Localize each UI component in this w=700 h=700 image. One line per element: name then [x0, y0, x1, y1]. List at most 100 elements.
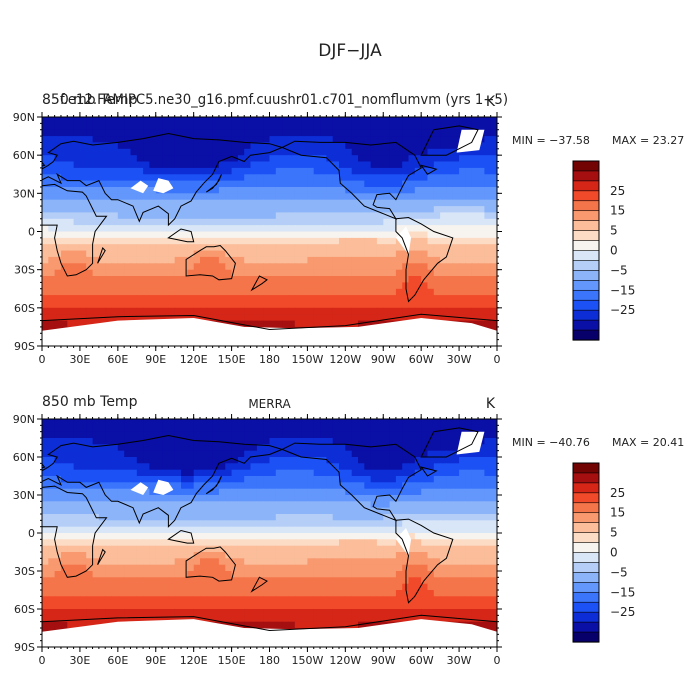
contour-cell — [313, 307, 321, 315]
contour-cell — [79, 301, 87, 309]
contour-cell — [370, 558, 378, 566]
contour-cell — [162, 129, 169, 137]
contour-cell — [61, 199, 68, 207]
contour-cell — [395, 577, 403, 585]
contour-cell — [459, 520, 466, 528]
contour-cell — [237, 488, 245, 496]
contour-cell — [395, 469, 403, 477]
contour-cell — [389, 425, 397, 433]
contour-cell — [370, 142, 378, 150]
contour-cell — [421, 552, 429, 559]
contour-cell — [389, 263, 397, 271]
contour-cell — [320, 295, 327, 303]
contour-cell — [111, 476, 119, 483]
contour-cell — [181, 117, 188, 124]
contour-cell — [212, 269, 220, 277]
contour-cell — [452, 463, 460, 471]
contour-cell — [143, 193, 150, 201]
contour-cell — [421, 450, 429, 458]
contour-cell — [471, 545, 479, 553]
contour-cell — [389, 269, 397, 277]
contour-cell — [484, 469, 492, 477]
contour-cell — [339, 526, 346, 534]
contour-cell — [478, 590, 485, 597]
contour-cell — [389, 463, 397, 471]
contour-cell — [294, 123, 302, 131]
contour-cell — [478, 564, 485, 572]
contour-cell — [446, 501, 454, 509]
contour-cell — [408, 501, 416, 509]
contour-cell — [414, 450, 422, 458]
contour-cell — [98, 142, 106, 150]
contour-cell — [67, 571, 75, 578]
contour-cell — [42, 488, 49, 496]
contour-cell — [48, 136, 56, 144]
contour-cell — [218, 469, 226, 477]
contour-cell — [490, 237, 497, 245]
contour-cell — [130, 444, 138, 452]
contour-cell — [263, 444, 271, 452]
contour-cell — [149, 596, 157, 604]
contour-cell — [301, 206, 308, 214]
contour-cell — [275, 552, 283, 559]
contour-cell — [174, 314, 182, 322]
contour-cell — [307, 558, 315, 566]
contour-cell — [440, 123, 447, 131]
contour-cell — [358, 533, 365, 540]
contour-cell — [105, 129, 113, 137]
contour-cell — [117, 117, 125, 124]
contour-cell — [351, 463, 359, 471]
contour-cell — [187, 495, 195, 502]
contour-cell — [326, 199, 334, 207]
colorbar-box — [572, 319, 600, 331]
contour-cell — [124, 495, 132, 502]
contour-cell — [370, 469, 378, 477]
contour-cell — [149, 263, 157, 271]
contour-cell — [61, 314, 68, 322]
contour-cell — [320, 142, 327, 150]
contour-cell — [421, 469, 429, 477]
contour-cell — [282, 488, 289, 496]
contour-cell — [446, 155, 454, 163]
contour-cell — [269, 501, 277, 509]
contour-cell — [376, 237, 384, 245]
contour-cell — [484, 520, 492, 528]
contour-cell — [61, 596, 68, 604]
contour-cell — [79, 199, 87, 207]
contour-cell — [395, 167, 403, 175]
contour-cell — [433, 167, 441, 175]
contour-cell — [402, 488, 410, 496]
contour-cell — [345, 463, 353, 471]
contour-cell — [79, 295, 87, 303]
contour-cell — [313, 161, 321, 169]
contour-cell — [364, 583, 372, 591]
contour-cell — [187, 301, 195, 309]
contour-cell — [105, 148, 113, 156]
contour-cell — [465, 476, 473, 483]
contour-cell — [484, 250, 492, 258]
contour-cell — [490, 476, 497, 483]
contour-cell — [484, 450, 492, 458]
contour-cell — [282, 539, 289, 547]
contour-cell — [143, 117, 150, 124]
contour-cell — [376, 206, 384, 214]
contour-cell — [117, 244, 125, 252]
contour-cell — [446, 463, 454, 471]
contour-cell — [345, 425, 353, 433]
contour-cell — [364, 167, 372, 175]
contour-cell — [79, 117, 87, 124]
contour-cell — [408, 282, 416, 290]
contour-cell — [332, 129, 340, 137]
contour-cell — [478, 288, 485, 296]
contour-cell — [225, 444, 233, 452]
contour-cell — [193, 495, 201, 502]
contour-cell — [54, 117, 62, 124]
contour-cell — [193, 237, 201, 245]
contour-cell — [181, 282, 188, 290]
contour-cell — [452, 161, 460, 169]
contour-cell — [294, 577, 302, 585]
contour-cell — [370, 476, 378, 483]
contour-cell — [351, 161, 359, 169]
contour-cell — [149, 295, 157, 303]
contour-cell — [92, 244, 100, 252]
